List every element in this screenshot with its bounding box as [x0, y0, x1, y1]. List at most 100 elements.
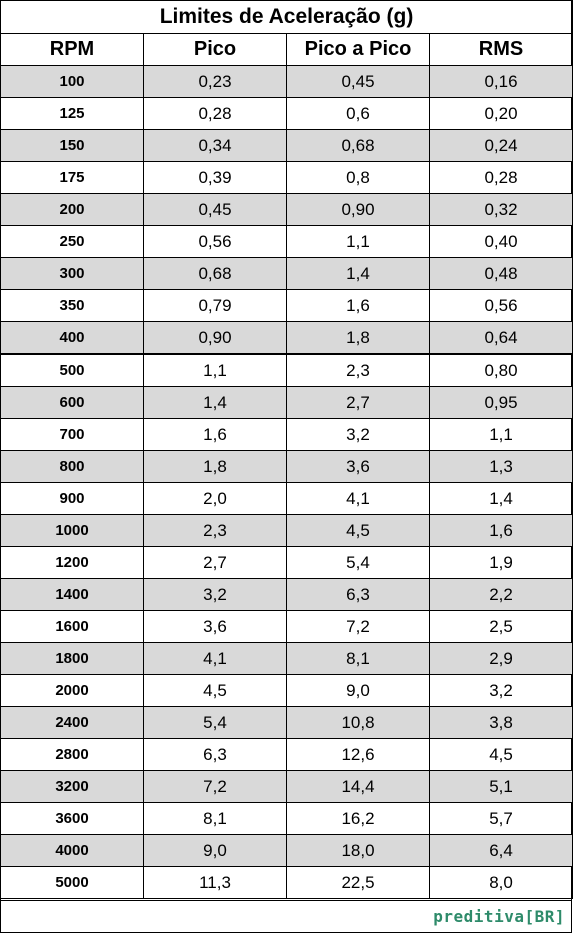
cell-pico-a-pico: 0,8 — [286, 161, 430, 194]
cell-pico-a-pico: 18,0 — [286, 834, 430, 867]
table-row: 2000 4,5 9,0 3,2 — [0, 674, 573, 707]
cell-pico: 4,5 — [143, 674, 287, 707]
cell-pico-a-pico: 22,5 — [286, 866, 430, 899]
cell-pico-a-pico: 6,3 — [286, 578, 430, 611]
cell-pico-a-pico: 4,1 — [286, 482, 430, 515]
table-row: 200 0,45 0,90 0,32 — [0, 193, 573, 226]
cell-pico-a-pico: 1,4 — [286, 257, 430, 290]
header-pico: Pico — [143, 33, 287, 66]
cell-rpm: 900 — [0, 482, 144, 515]
cell-pico: 0,56 — [143, 225, 287, 258]
cell-pico-a-pico: 5,4 — [286, 546, 430, 579]
cell-rpm: 2400 — [0, 706, 144, 739]
cell-pico: 0,68 — [143, 257, 287, 290]
cell-rms: 2,5 — [428, 610, 573, 643]
cell-pico: 0,39 — [143, 161, 287, 194]
cell-rpm: 1600 — [0, 610, 144, 643]
cell-rms: 0,20 — [428, 97, 573, 130]
table-row: 1800 4,1 8,1 2,9 — [0, 642, 573, 675]
table-row: 2400 5,4 10,8 3,8 — [0, 706, 573, 739]
cell-rpm: 1200 — [0, 546, 144, 579]
table-row: 500 1,1 2,3 0,80 — [0, 353, 573, 387]
cell-rpm: 1400 — [0, 578, 144, 611]
cell-rpm: 1000 — [0, 514, 144, 547]
header-rms: RMS — [428, 33, 573, 66]
cell-rms: 0,24 — [428, 129, 573, 162]
cell-rpm: 500 — [0, 353, 144, 387]
cell-rpm: 350 — [0, 289, 144, 322]
table-row: 125 0,28 0,6 0,20 — [0, 97, 573, 130]
cell-pico-a-pico: 8,1 — [286, 642, 430, 675]
table-row: 150 0,34 0,68 0,24 — [0, 129, 573, 162]
cell-rms: 8,0 — [428, 866, 573, 899]
table-row: 175 0,39 0,8 0,28 — [0, 161, 573, 194]
cell-pico: 0,79 — [143, 289, 287, 322]
cell-rms: 0,48 — [428, 257, 573, 290]
cell-rms: 0,95 — [428, 386, 573, 419]
cell-pico-a-pico: 0,68 — [286, 129, 430, 162]
cell-rms: 1,1 — [428, 418, 573, 451]
cell-rms: 1,6 — [428, 514, 573, 547]
cell-rpm: 250 — [0, 225, 144, 258]
cell-pico-a-pico: 1,6 — [286, 289, 430, 322]
cell-pico-a-pico: 2,3 — [286, 353, 430, 387]
cell-rms: 5,1 — [428, 770, 573, 803]
cell-pico: 11,3 — [143, 866, 287, 899]
table-row: 3200 7,2 14,4 5,1 — [0, 770, 573, 803]
cell-rpm: 125 — [0, 97, 144, 130]
cell-pico: 3,6 — [143, 610, 287, 643]
cell-rpm: 600 — [0, 386, 144, 419]
cell-rpm: 200 — [0, 193, 144, 226]
acceleration-limits-table: Limites de Aceleração (g) RPM Pico Pico … — [0, 0, 573, 899]
cell-rms: 1,9 — [428, 546, 573, 579]
table-row: 250 0,56 1,1 0,40 — [0, 225, 573, 258]
cell-pico-a-pico: 0,90 — [286, 193, 430, 226]
table-row: 700 1,6 3,2 1,1 — [0, 418, 573, 451]
cell-pico-a-pico: 0,45 — [286, 65, 430, 98]
cell-rpm: 5000 — [0, 866, 144, 899]
cell-pico-a-pico: 7,2 — [286, 610, 430, 643]
cell-pico: 8,1 — [143, 802, 287, 835]
cell-rpm: 800 — [0, 450, 144, 483]
footer: preditiva[BR] — [1, 900, 571, 932]
cell-pico-a-pico: 2,7 — [286, 386, 430, 419]
cell-rms: 1,3 — [428, 450, 573, 483]
cell-pico: 1,8 — [143, 450, 287, 483]
cell-pico: 2,7 — [143, 546, 287, 579]
cell-rms: 0,80 — [428, 353, 573, 387]
table-row: 600 1,4 2,7 0,95 — [0, 386, 573, 419]
cell-pico: 3,2 — [143, 578, 287, 611]
table-row: 1600 3,6 7,2 2,5 — [0, 610, 573, 643]
cell-pico-a-pico: 1,1 — [286, 225, 430, 258]
cell-rms: 0,28 — [428, 161, 573, 194]
cell-rms: 6,4 — [428, 834, 573, 867]
table-row: 350 0,79 1,6 0,56 — [0, 289, 573, 322]
cell-rpm: 3600 — [0, 802, 144, 835]
cell-rpm: 175 — [0, 161, 144, 194]
cell-pico: 0,90 — [143, 321, 287, 355]
cell-pico-a-pico: 4,5 — [286, 514, 430, 547]
cell-rms: 4,5 — [428, 738, 573, 771]
table-body: 100 0,23 0,45 0,16 125 0,28 0,6 0,20 150 0,34 0,68… — [0, 65, 573, 899]
cell-rpm: 2800 — [0, 738, 144, 771]
header-pico-a-pico: Pico a Pico — [286, 33, 430, 66]
cell-rpm: 100 — [0, 65, 144, 98]
cell-pico-a-pico: 3,6 — [286, 450, 430, 483]
cell-rms: 3,8 — [428, 706, 573, 739]
cell-rms: 0,56 — [428, 289, 573, 322]
cell-pico-a-pico: 9,0 — [286, 674, 430, 707]
table-row: 3600 8,1 16,2 5,7 — [0, 802, 573, 835]
cell-pico: 9,0 — [143, 834, 287, 867]
table-row: 300 0,68 1,4 0,48 — [0, 257, 573, 290]
header-row: RPM Pico Pico a Pico RMS — [0, 33, 573, 66]
table-row: 2800 6,3 12,6 4,5 — [0, 738, 573, 771]
cell-rpm: 300 — [0, 257, 144, 290]
cell-pico: 1,1 — [143, 353, 287, 387]
cell-pico: 1,6 — [143, 418, 287, 451]
cell-pico: 0,23 — [143, 65, 287, 98]
cell-rpm: 2000 — [0, 674, 144, 707]
cell-pico-a-pico: 1,8 — [286, 321, 430, 355]
table-row: 100 0,23 0,45 0,16 — [0, 65, 573, 98]
cell-pico: 7,2 — [143, 770, 287, 803]
